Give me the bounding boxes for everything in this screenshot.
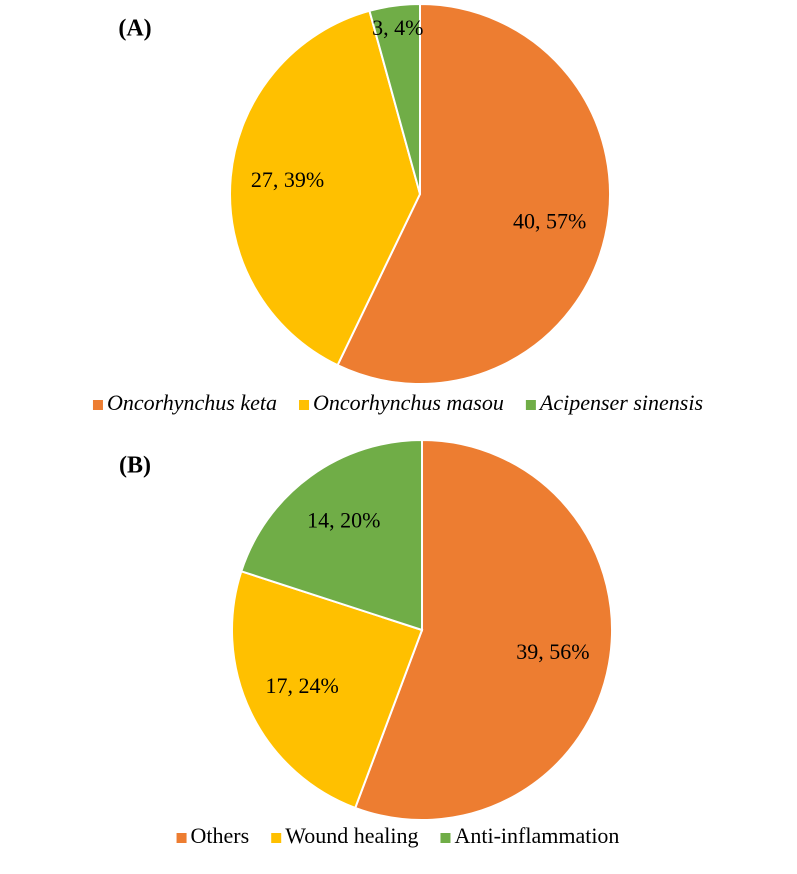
data-label: 3, 4%	[372, 15, 423, 40]
data-label: 39, 56%	[516, 639, 589, 664]
data-label: 27, 39%	[251, 167, 324, 192]
legend-label: Others	[191, 823, 250, 848]
legend-label: Acipenser sinensis	[538, 390, 703, 415]
pie-slice	[240, 438, 423, 632]
chart-b: (B) 39, 56% 17, 24% 14, 20% Others Wound heal…	[119, 438, 619, 848]
panel-label: (A)	[118, 16, 151, 42]
legend-label: Oncorhynchus masou	[313, 390, 504, 415]
pie-slice	[231, 570, 424, 810]
pie-slice	[336, 2, 611, 385]
legend-label: Oncorhynchus keta	[107, 390, 277, 415]
pie-slice	[368, 2, 421, 195]
pie-slice	[229, 9, 422, 367]
legend-label: Wound healing	[285, 823, 418, 848]
legend-marker	[299, 400, 310, 410]
pie-slice	[353, 438, 613, 821]
data-label: 17, 24%	[266, 673, 339, 698]
legend-marker	[271, 833, 282, 843]
legend-marker	[176, 833, 187, 843]
chart-a: (A) 40, 57% 27, 39% 3, 4% Oncorhynchus keta O…	[92, 2, 703, 415]
data-label: 40, 57%	[513, 209, 586, 234]
legend-marker	[525, 400, 536, 410]
legend-marker	[440, 833, 451, 843]
data-label: 14, 20%	[307, 507, 380, 532]
panel-label: (B)	[119, 453, 151, 479]
legend-label: Anti-inflammation	[454, 823, 619, 848]
legend-marker	[92, 400, 103, 410]
